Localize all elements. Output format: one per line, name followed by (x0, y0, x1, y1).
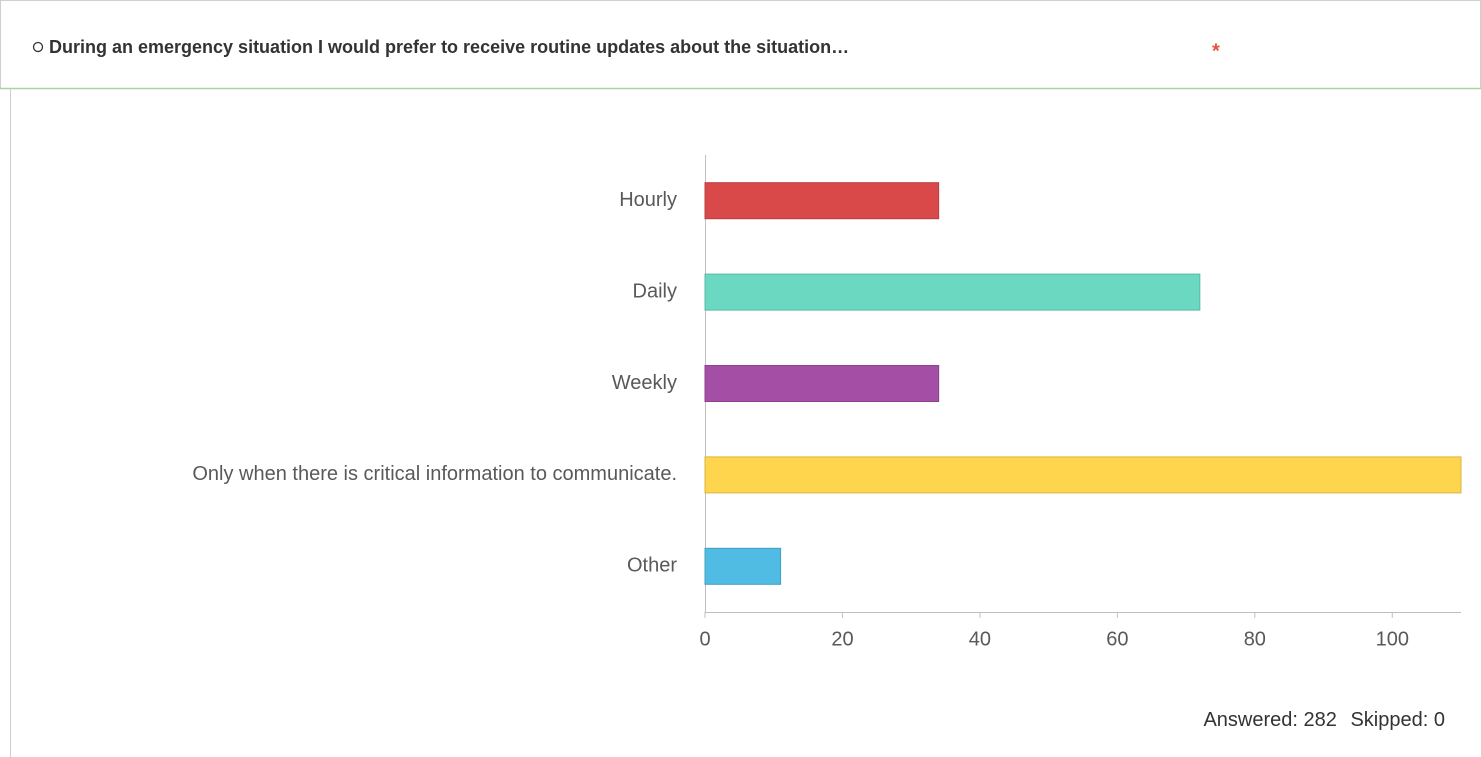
category-label: Weekly (612, 372, 677, 394)
header-box (0, 0, 1481, 89)
x-tick-label: 0 (699, 628, 710, 650)
answered-label: Answered: (1203, 709, 1298, 731)
category-label: Only when there is critical information … (192, 463, 677, 485)
bar (704, 365, 940, 402)
x-tick-label: 40 (969, 628, 991, 650)
bar (704, 273, 1201, 311)
answered-count: 282 (1304, 709, 1337, 731)
required-mark: * (1212, 40, 1220, 62)
footer: Answered: 282 Skipped: 0 (1203, 709, 1445, 731)
bar (704, 182, 940, 220)
question-icon (32, 41, 44, 53)
category-label: Daily (633, 280, 677, 302)
category-label: Other (627, 555, 677, 577)
category-label: Hourly (619, 189, 677, 211)
x-tick-label: 80 (1244, 628, 1266, 650)
x-tick-label: 100 (1376, 628, 1409, 650)
skipped-count: 0 (1434, 709, 1445, 731)
x-tick-label: 20 (831, 628, 853, 650)
skipped-label: Skipped: (1350, 709, 1428, 731)
bar (704, 456, 1462, 494)
question-title: During an emergency situation I would pr… (49, 37, 849, 57)
bar (704, 547, 782, 585)
x-tick-label: 60 (1106, 628, 1128, 650)
